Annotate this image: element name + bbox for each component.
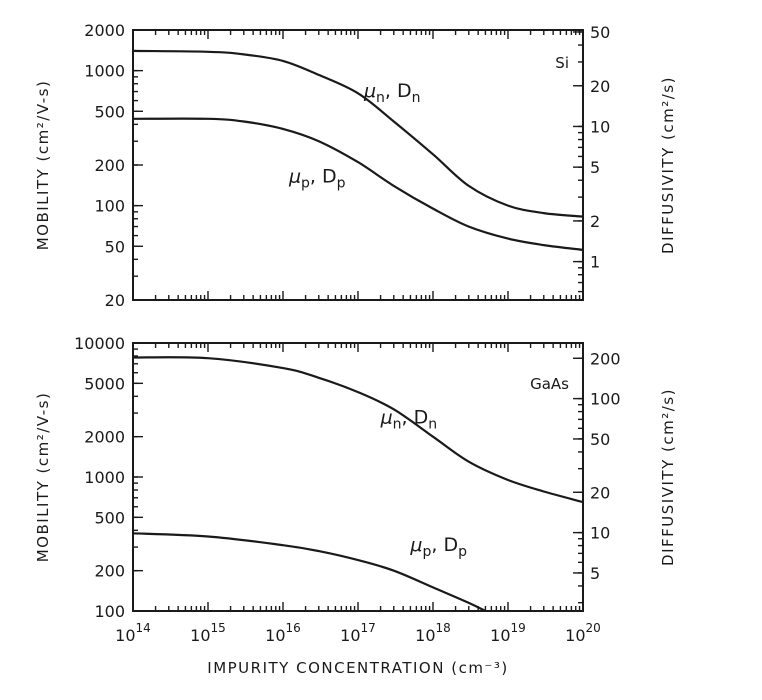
y2-tick-label: 20 [590, 77, 610, 96]
y2-axis-label: DIFFUSIVITY (cm²/s) [659, 388, 677, 566]
curve-label-d: , D [310, 166, 337, 188]
y2-tick-label: 50 [590, 23, 610, 42]
y-tick-label: 2000 [84, 21, 125, 40]
y-tick-label: 5000 [84, 374, 125, 393]
x-tick-label: 1019 [490, 621, 526, 645]
curve-label-sub: n [376, 90, 385, 106]
x-tick-label: 1015 [190, 621, 226, 645]
curve-label-symbol: μ [380, 407, 393, 429]
x-tick-base: 10 [115, 626, 135, 645]
gaas-panel: 100005000200010005002001002001005020105M… [34, 334, 677, 677]
x-tick-exp: 19 [511, 621, 526, 635]
y2-tick-label: 200 [590, 349, 621, 368]
y2-tick-label: 2 [590, 212, 600, 231]
curve-holes [133, 117, 583, 251]
x-tick-exp: 17 [361, 621, 376, 635]
curve-label-sub: n [393, 417, 402, 433]
curve-electrons [133, 49, 583, 218]
y2-tick-label: 100 [590, 390, 621, 409]
x-tick-exp: 18 [436, 621, 451, 635]
y-tick-label: 1000 [84, 468, 125, 487]
y-tick-label: 200 [94, 156, 125, 175]
curve-label-d: , D [402, 407, 429, 429]
curve-label-sub: p [423, 544, 432, 560]
curve-label-symbol: μ [363, 80, 376, 102]
curve-label-electrons: μn, Dn [363, 80, 421, 106]
y2-tick-label: 10 [590, 524, 610, 543]
x-tick-base: 10 [565, 626, 585, 645]
material-label: Si [555, 54, 569, 72]
curve-label-sub: p [301, 176, 310, 192]
x-tick-base: 10 [490, 626, 510, 645]
x-tick-base: 10 [190, 626, 210, 645]
y-axis-label: MOBILITY (cm²/V-s) [34, 80, 52, 251]
x-tick-base: 10 [415, 626, 435, 645]
y-tick-label: 500 [94, 102, 125, 121]
curve-label-sub2: p [337, 176, 346, 192]
x-tick-base: 10 [265, 626, 285, 645]
y2-tick-label: 50 [590, 430, 610, 449]
x-tick-label: 1014 [115, 621, 151, 645]
y-tick-label: 500 [94, 508, 125, 527]
si-panel: 2000 1000 500 200 100 50 20 50 20 10 5 2 1 MOBILITY (… [34, 21, 677, 310]
curve-label-sub2: n [412, 90, 421, 106]
y2-tick-label: 1 [590, 253, 600, 272]
y-tick-label: 1000 [84, 62, 125, 81]
x-axis-label: IMPURITY CONCENTRATION (cm⁻³) [207, 659, 508, 677]
curve-label-electrons: μn, Dn [380, 407, 438, 433]
y-axis-label: MOBILITY (cm²/V-s) [34, 392, 52, 563]
curve-label-d: , D [431, 534, 458, 556]
x-tick-label: 1017 [340, 621, 376, 645]
y-tick-label: 100 [94, 602, 125, 621]
x-tick-exp: 16 [286, 621, 301, 635]
y-tick-label: 10000 [74, 334, 125, 353]
y-tick-label: 20 [105, 291, 125, 310]
curve-label-symbol: μ [288, 166, 301, 188]
curve-label-d: , D [385, 80, 412, 102]
y2-tick-label: 10 [590, 117, 610, 136]
x-tick-base: 10 [340, 626, 360, 645]
x-tick-exp: 15 [211, 621, 226, 635]
x-tick-label: 1020 [565, 621, 601, 645]
x-tick-label: 1016 [265, 621, 301, 645]
x-tick-exp: 14 [136, 621, 151, 635]
curve-holes [133, 532, 486, 611]
plot-frame [132, 342, 584, 612]
curve-label-sub2: p [458, 544, 467, 560]
y-tick-label: 50 [105, 237, 125, 256]
curve-label-sub2: n [428, 417, 437, 433]
x-tick-label: 1018 [415, 621, 451, 645]
curve-label-symbol: μ [409, 534, 422, 556]
curve-label-holes: μp, Dp [288, 166, 346, 192]
plot-frame [132, 29, 584, 301]
x-tick-exp: 20 [586, 621, 601, 635]
y-tick-label: 2000 [84, 428, 125, 447]
y2-tick-label: 5 [590, 158, 600, 177]
y2-tick-label: 20 [590, 483, 610, 502]
curve-label-holes: μp, Dp [409, 534, 467, 560]
y-tick-label: 200 [94, 562, 125, 581]
y2-axis-label: DIFFUSIVITY (cm²/s) [659, 76, 677, 254]
y2-tick-label: 5 [590, 564, 600, 583]
curve-electrons [133, 356, 583, 504]
material-label: GaAs [530, 375, 569, 393]
y-tick-label: 100 [94, 197, 125, 216]
